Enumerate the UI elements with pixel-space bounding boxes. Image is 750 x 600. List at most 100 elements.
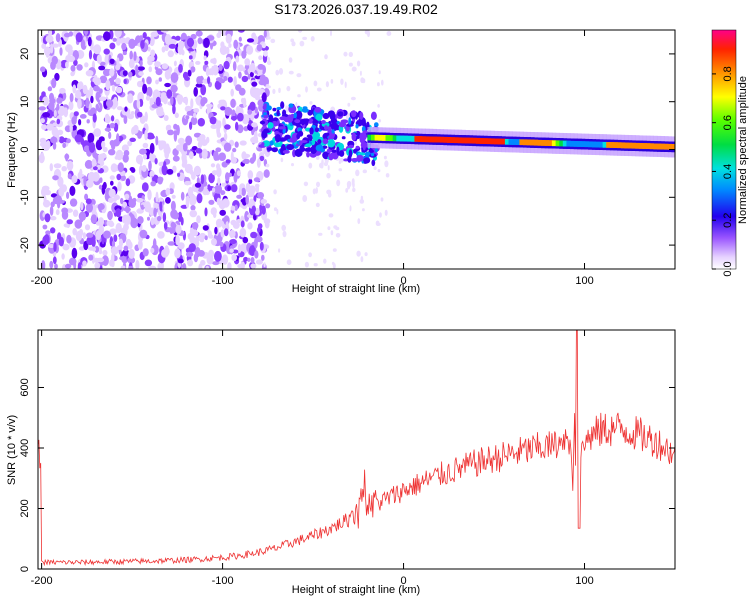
noise-blob <box>352 187 356 192</box>
noise-blob <box>149 170 155 177</box>
noise-blob <box>196 76 203 85</box>
noise-blob <box>254 106 258 114</box>
noise-blob <box>125 178 131 187</box>
transition-blob <box>331 149 337 153</box>
noise-blob <box>229 229 236 238</box>
noise-blob <box>180 216 184 226</box>
noise-blob <box>71 247 78 259</box>
noise-blob <box>247 257 251 262</box>
noise-blob <box>243 256 249 262</box>
noise-blob <box>128 248 135 259</box>
noise-blob <box>200 139 208 146</box>
noise-blob <box>119 37 127 44</box>
noise-blob <box>225 221 229 230</box>
noise-blob <box>161 165 166 173</box>
noise-blob <box>250 257 255 264</box>
noise-blob <box>135 64 139 75</box>
noise-blob <box>84 159 93 169</box>
noise-blob <box>237 30 245 33</box>
transition-blob <box>282 128 286 134</box>
transition-blob <box>282 109 287 117</box>
noise-blob <box>338 160 342 164</box>
noise-blob <box>219 241 224 247</box>
noise-blob <box>184 180 192 186</box>
noise-blob <box>308 162 313 169</box>
noise-blob <box>376 222 381 226</box>
noise-blob <box>219 45 228 56</box>
noise-blob <box>137 216 144 225</box>
noise-blob <box>345 188 349 193</box>
noise-blob <box>215 218 223 228</box>
noise-blob <box>170 200 176 212</box>
noise-blob <box>51 43 60 48</box>
noise-blob <box>77 82 82 90</box>
noise-blob <box>315 155 320 160</box>
noise-blob <box>281 224 287 231</box>
noise-blob <box>251 122 258 128</box>
noise-blob <box>242 236 249 244</box>
noise-blob <box>188 151 194 160</box>
noise-blob <box>79 168 83 177</box>
noise-blob <box>51 78 57 89</box>
noise-blob <box>167 50 174 58</box>
noise-blob <box>137 66 145 71</box>
colorbar-ticks: 0.0 0.2 0.4 0.6 0.8 <box>712 66 734 277</box>
noise-blob <box>235 121 239 131</box>
transition-blob <box>331 129 335 134</box>
noise-blob <box>122 153 129 163</box>
noise-blob <box>65 153 69 162</box>
noise-blob <box>141 164 147 172</box>
noise-blob <box>157 176 163 185</box>
noise-blob <box>149 97 154 107</box>
transition-blob <box>304 147 313 152</box>
noise-blob <box>291 41 296 47</box>
noise-blob <box>102 181 107 190</box>
noise-blob <box>142 32 147 39</box>
noise-blob <box>223 60 230 70</box>
noise-blob <box>187 259 194 267</box>
noise-blob <box>302 36 307 41</box>
transition-blob <box>351 132 357 141</box>
noise-blob <box>224 124 231 130</box>
noise-blob <box>356 60 361 67</box>
noise-blob <box>207 230 212 239</box>
noise-blob <box>276 208 279 215</box>
noise-blob <box>230 116 238 121</box>
noise-blob <box>229 108 233 115</box>
noise-blob <box>43 46 51 56</box>
noise-blob <box>125 215 131 225</box>
noise-blob <box>340 78 344 85</box>
noise-blob <box>230 184 238 193</box>
noise-blob <box>218 64 223 71</box>
noise-blob <box>86 236 94 246</box>
noise-blob <box>233 39 239 49</box>
noise-blob <box>190 205 196 211</box>
noise-blob <box>184 76 191 81</box>
noise-blob <box>195 30 203 37</box>
noise-blob <box>66 234 72 244</box>
noise-blob <box>380 197 384 202</box>
noise-blob <box>70 71 75 77</box>
noise-blob <box>265 163 270 168</box>
noise-blob <box>65 44 73 53</box>
noise-blob <box>136 208 142 214</box>
transition-blob <box>348 117 352 125</box>
noise-blob <box>199 237 205 243</box>
noise-blob <box>360 256 364 263</box>
snr-y-label: SNR (10 * v/v) <box>6 415 18 485</box>
noise-blob <box>108 188 116 198</box>
spectrogram-y-ticks: 20 10 0 -10 -20 <box>19 48 675 253</box>
noise-blob <box>41 43 47 49</box>
transition-blob <box>359 111 364 120</box>
noise-blob <box>97 217 105 227</box>
noise-blob <box>99 96 107 102</box>
noise-blob <box>166 89 173 99</box>
noise-blob <box>142 142 149 149</box>
noise-blob <box>125 205 130 214</box>
noise-blob <box>110 253 115 263</box>
noise-blob <box>241 204 248 210</box>
noise-blob <box>110 180 114 186</box>
noise-blob <box>312 188 317 195</box>
noise-blob <box>149 35 155 47</box>
noise-blob <box>250 62 256 73</box>
